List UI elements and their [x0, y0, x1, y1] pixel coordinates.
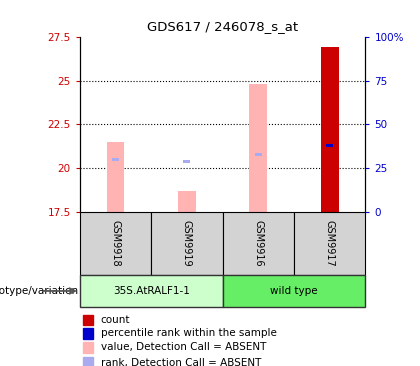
Bar — [321, 47, 339, 212]
Bar — [178, 191, 196, 212]
Bar — [112, 158, 119, 161]
FancyBboxPatch shape — [223, 274, 365, 307]
Text: genotype/variation: genotype/variation — [0, 286, 79, 296]
Text: GSM9916: GSM9916 — [253, 220, 263, 267]
Text: GSM9918: GSM9918 — [110, 220, 121, 267]
Text: GSM9919: GSM9919 — [182, 220, 192, 267]
Bar — [326, 144, 333, 147]
Title: GDS617 / 246078_s_at: GDS617 / 246078_s_at — [147, 20, 298, 33]
Text: rank, Detection Call = ABSENT: rank, Detection Call = ABSENT — [101, 358, 261, 366]
Bar — [83, 357, 94, 366]
Text: percentile rank within the sample: percentile rank within the sample — [101, 328, 277, 338]
Text: GSM9917: GSM9917 — [325, 220, 335, 267]
Bar — [249, 84, 267, 212]
FancyBboxPatch shape — [294, 212, 365, 274]
FancyBboxPatch shape — [80, 212, 151, 274]
Bar — [183, 160, 191, 163]
Bar — [83, 328, 94, 339]
Bar — [255, 153, 262, 156]
Text: wild type: wild type — [270, 286, 318, 296]
Bar — [107, 142, 124, 212]
Bar — [83, 315, 94, 325]
Text: 35S.AtRALF1-1: 35S.AtRALF1-1 — [113, 286, 190, 296]
Text: value, Detection Call = ABSENT: value, Detection Call = ABSENT — [101, 343, 266, 352]
Bar — [83, 342, 94, 353]
Text: count: count — [101, 315, 130, 325]
FancyBboxPatch shape — [151, 212, 223, 274]
FancyBboxPatch shape — [80, 274, 223, 307]
FancyBboxPatch shape — [223, 212, 294, 274]
